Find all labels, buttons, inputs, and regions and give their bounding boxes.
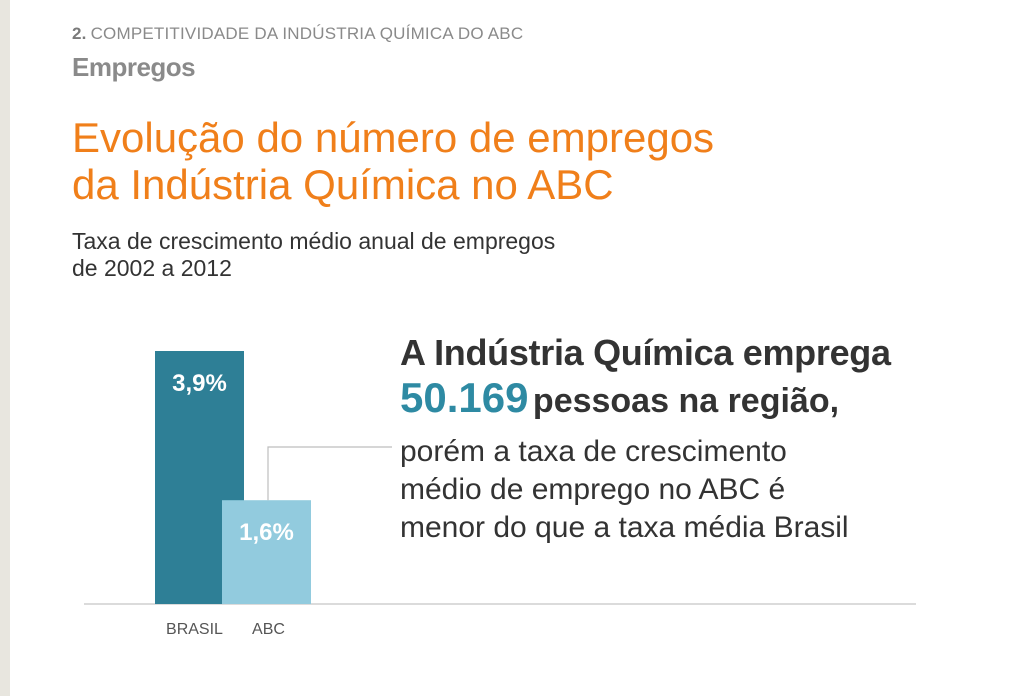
section-number: 2. xyxy=(72,24,87,43)
callout-body: porém a taxa de crescimento médio de emp… xyxy=(400,433,1000,547)
callout-body-line2: médio de emprego no ABC é xyxy=(400,473,786,506)
section-breadcrumb: 2. COMPETITIVIDADE DA INDÚSTRIA QUÍMICA D… xyxy=(72,24,523,44)
connector-line xyxy=(267,446,392,501)
callout-text: A Indústria Química emprega 50.169 pesso… xyxy=(400,333,1000,547)
chart-subtitle: Taxa de crescimento médio anual de empre… xyxy=(72,228,692,282)
callout-body-line3: menor do que a taxa média Brasil xyxy=(400,511,849,544)
page-title-line1: Evolução do número de empregos xyxy=(72,114,715,161)
callout-body-line1: porém a taxa de crescimento xyxy=(400,435,787,468)
category-label-abc: ABC xyxy=(252,621,285,638)
section-label: COMPETITIVIDADE DA INDÚSTRIA QUÍMICA DO … xyxy=(90,24,524,43)
page-title-line2: da Indústria Química no ABC xyxy=(72,161,614,208)
callout-number-line: 50.169 pessoas na região, xyxy=(400,373,1000,433)
callout-headline: A Indústria Química emprega xyxy=(400,332,891,373)
category-label-brasil: BRASIL xyxy=(166,621,223,638)
bar-abc xyxy=(222,500,311,604)
chart-subtitle-line1: Taxa de crescimento médio anual de empre… xyxy=(72,228,556,254)
chart-subtitle-line2: de 2002 a 2012 xyxy=(72,255,232,281)
data-label-abc: 1,6% xyxy=(239,519,294,546)
page-title: Evolução do número de empregos da Indúst… xyxy=(72,114,832,208)
section-title: Empregos xyxy=(72,52,196,82)
data-label-brasil: 3,9% xyxy=(172,370,227,397)
callout-number: 50.169 xyxy=(400,374,529,421)
left-stripe xyxy=(0,0,10,696)
callout-number-suffix: pessoas na região, xyxy=(532,382,840,420)
